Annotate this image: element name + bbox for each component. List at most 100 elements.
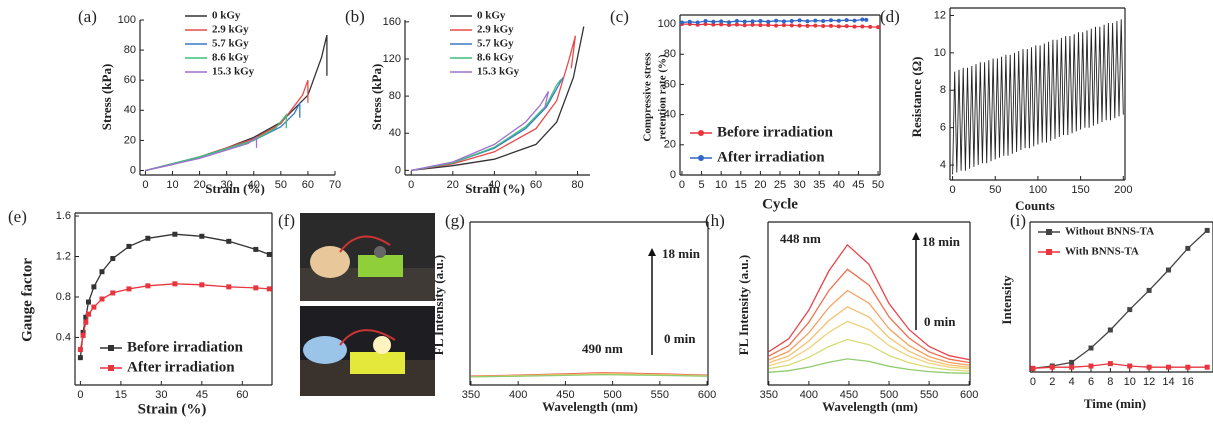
x-tick-label: 0 xyxy=(949,184,955,196)
point xyxy=(836,18,841,23)
point xyxy=(1204,227,1210,233)
y-tick-label: 60 xyxy=(124,74,136,86)
series-line xyxy=(768,320,970,370)
x-tick-label: 200 xyxy=(1114,184,1132,196)
x-tick-label: 20 xyxy=(447,179,459,191)
point xyxy=(1146,287,1152,293)
x-tick-label: 45 xyxy=(196,389,208,401)
point xyxy=(1165,364,1171,370)
y-axis-label: Compressive stress xyxy=(642,52,654,142)
point xyxy=(266,286,272,292)
panel-label: (c) xyxy=(610,7,629,26)
panel-label: (e) xyxy=(8,207,27,226)
point xyxy=(734,19,739,24)
x-tick-label: 60 xyxy=(530,179,542,191)
x-axis-label: Wavelength (nm) xyxy=(822,399,918,414)
arrow-head xyxy=(648,248,656,256)
point xyxy=(876,25,881,30)
x-tick-label: 0 xyxy=(408,179,414,191)
point xyxy=(172,231,178,237)
y-tick-label: 40 xyxy=(664,109,676,121)
y-axis-label: Gauge factor xyxy=(19,258,35,342)
point xyxy=(711,19,716,24)
y-axis-label: FL Intensity (a.u.) xyxy=(431,255,446,355)
y-tick-label: 80 xyxy=(124,44,136,56)
point xyxy=(253,285,259,291)
x-tick-label: 2 xyxy=(1049,376,1055,388)
x-axis-label: Counts xyxy=(1015,198,1055,213)
x-tick-label: 600 xyxy=(960,389,978,401)
point xyxy=(1069,359,1075,365)
point xyxy=(852,18,857,23)
series-line xyxy=(768,338,970,372)
legend-marker xyxy=(698,130,704,136)
x-tick-label: 500 xyxy=(603,389,621,401)
wire xyxy=(339,235,391,253)
point xyxy=(83,319,89,325)
x-tick-label: 20 xyxy=(193,179,205,191)
point xyxy=(1204,364,1210,370)
point xyxy=(813,23,818,28)
x-tick-label: 6 xyxy=(1088,376,1094,388)
x-tick-label: 500 xyxy=(880,389,898,401)
point xyxy=(77,347,83,353)
y-axis-label: Stress (kPa) xyxy=(369,64,384,131)
panel-label: (f) xyxy=(278,211,295,230)
point xyxy=(742,23,747,28)
point xyxy=(766,19,771,24)
x-tick-label: 10 xyxy=(715,179,727,191)
legend-marker xyxy=(1046,249,1052,255)
point xyxy=(1069,364,1075,370)
point xyxy=(99,296,105,302)
x-axis-label: Cycle xyxy=(762,196,798,212)
point xyxy=(126,286,132,292)
series-line xyxy=(470,373,708,378)
series-line xyxy=(952,19,1124,175)
y-tick-label: 0 xyxy=(670,169,676,181)
x-tick-label: 400 xyxy=(800,389,818,401)
panel-label: (a) xyxy=(78,7,97,26)
y-tick-label: 8 xyxy=(940,84,946,96)
point xyxy=(1030,365,1036,371)
legend-label: 15.3 kGy xyxy=(212,66,255,78)
y-tick-label: 60 xyxy=(664,78,676,90)
point xyxy=(703,22,708,27)
legend-label: With BNNS-TA xyxy=(1065,246,1139,258)
point xyxy=(145,235,151,241)
y-tick-label: 40 xyxy=(389,127,401,139)
board xyxy=(358,255,403,277)
point xyxy=(844,18,849,23)
point xyxy=(99,269,105,275)
point xyxy=(199,233,205,239)
point xyxy=(1107,361,1113,367)
point xyxy=(828,18,833,23)
point xyxy=(742,19,747,24)
x-tick-label: 10 xyxy=(1124,376,1136,388)
series-line xyxy=(1032,362,1208,370)
y-tick-label: 12 xyxy=(934,9,946,21)
legend-label: 8.6 kGy xyxy=(212,52,249,64)
y-axis-label: Stress (kPa) xyxy=(99,64,114,131)
legend-label: 5.7 kGy xyxy=(477,38,514,50)
point xyxy=(711,22,716,27)
series-line xyxy=(411,26,585,172)
x-tick-label: 350 xyxy=(760,389,778,401)
sample xyxy=(303,336,347,364)
point xyxy=(821,24,826,29)
x-tick-label: 60 xyxy=(302,179,314,191)
point xyxy=(85,299,91,305)
panel-label: (b) xyxy=(345,7,365,26)
annotation: 0 min xyxy=(924,314,956,329)
x-axis-label: Wavelength (nm) xyxy=(542,399,638,414)
photo-panel xyxy=(300,213,435,396)
legend-label: 15.3 kGy xyxy=(477,66,520,78)
y-tick-label: 160 xyxy=(383,16,401,28)
y-tick-label: 100 xyxy=(658,18,676,30)
legend-label: 2.9 kGy xyxy=(477,24,514,36)
panel-label: (h) xyxy=(705,211,725,230)
x-tick-label: 30 xyxy=(155,389,167,401)
point xyxy=(172,281,178,287)
y-tick-label: 0.4 xyxy=(56,331,71,343)
x-tick-label: 0 xyxy=(1030,376,1036,388)
